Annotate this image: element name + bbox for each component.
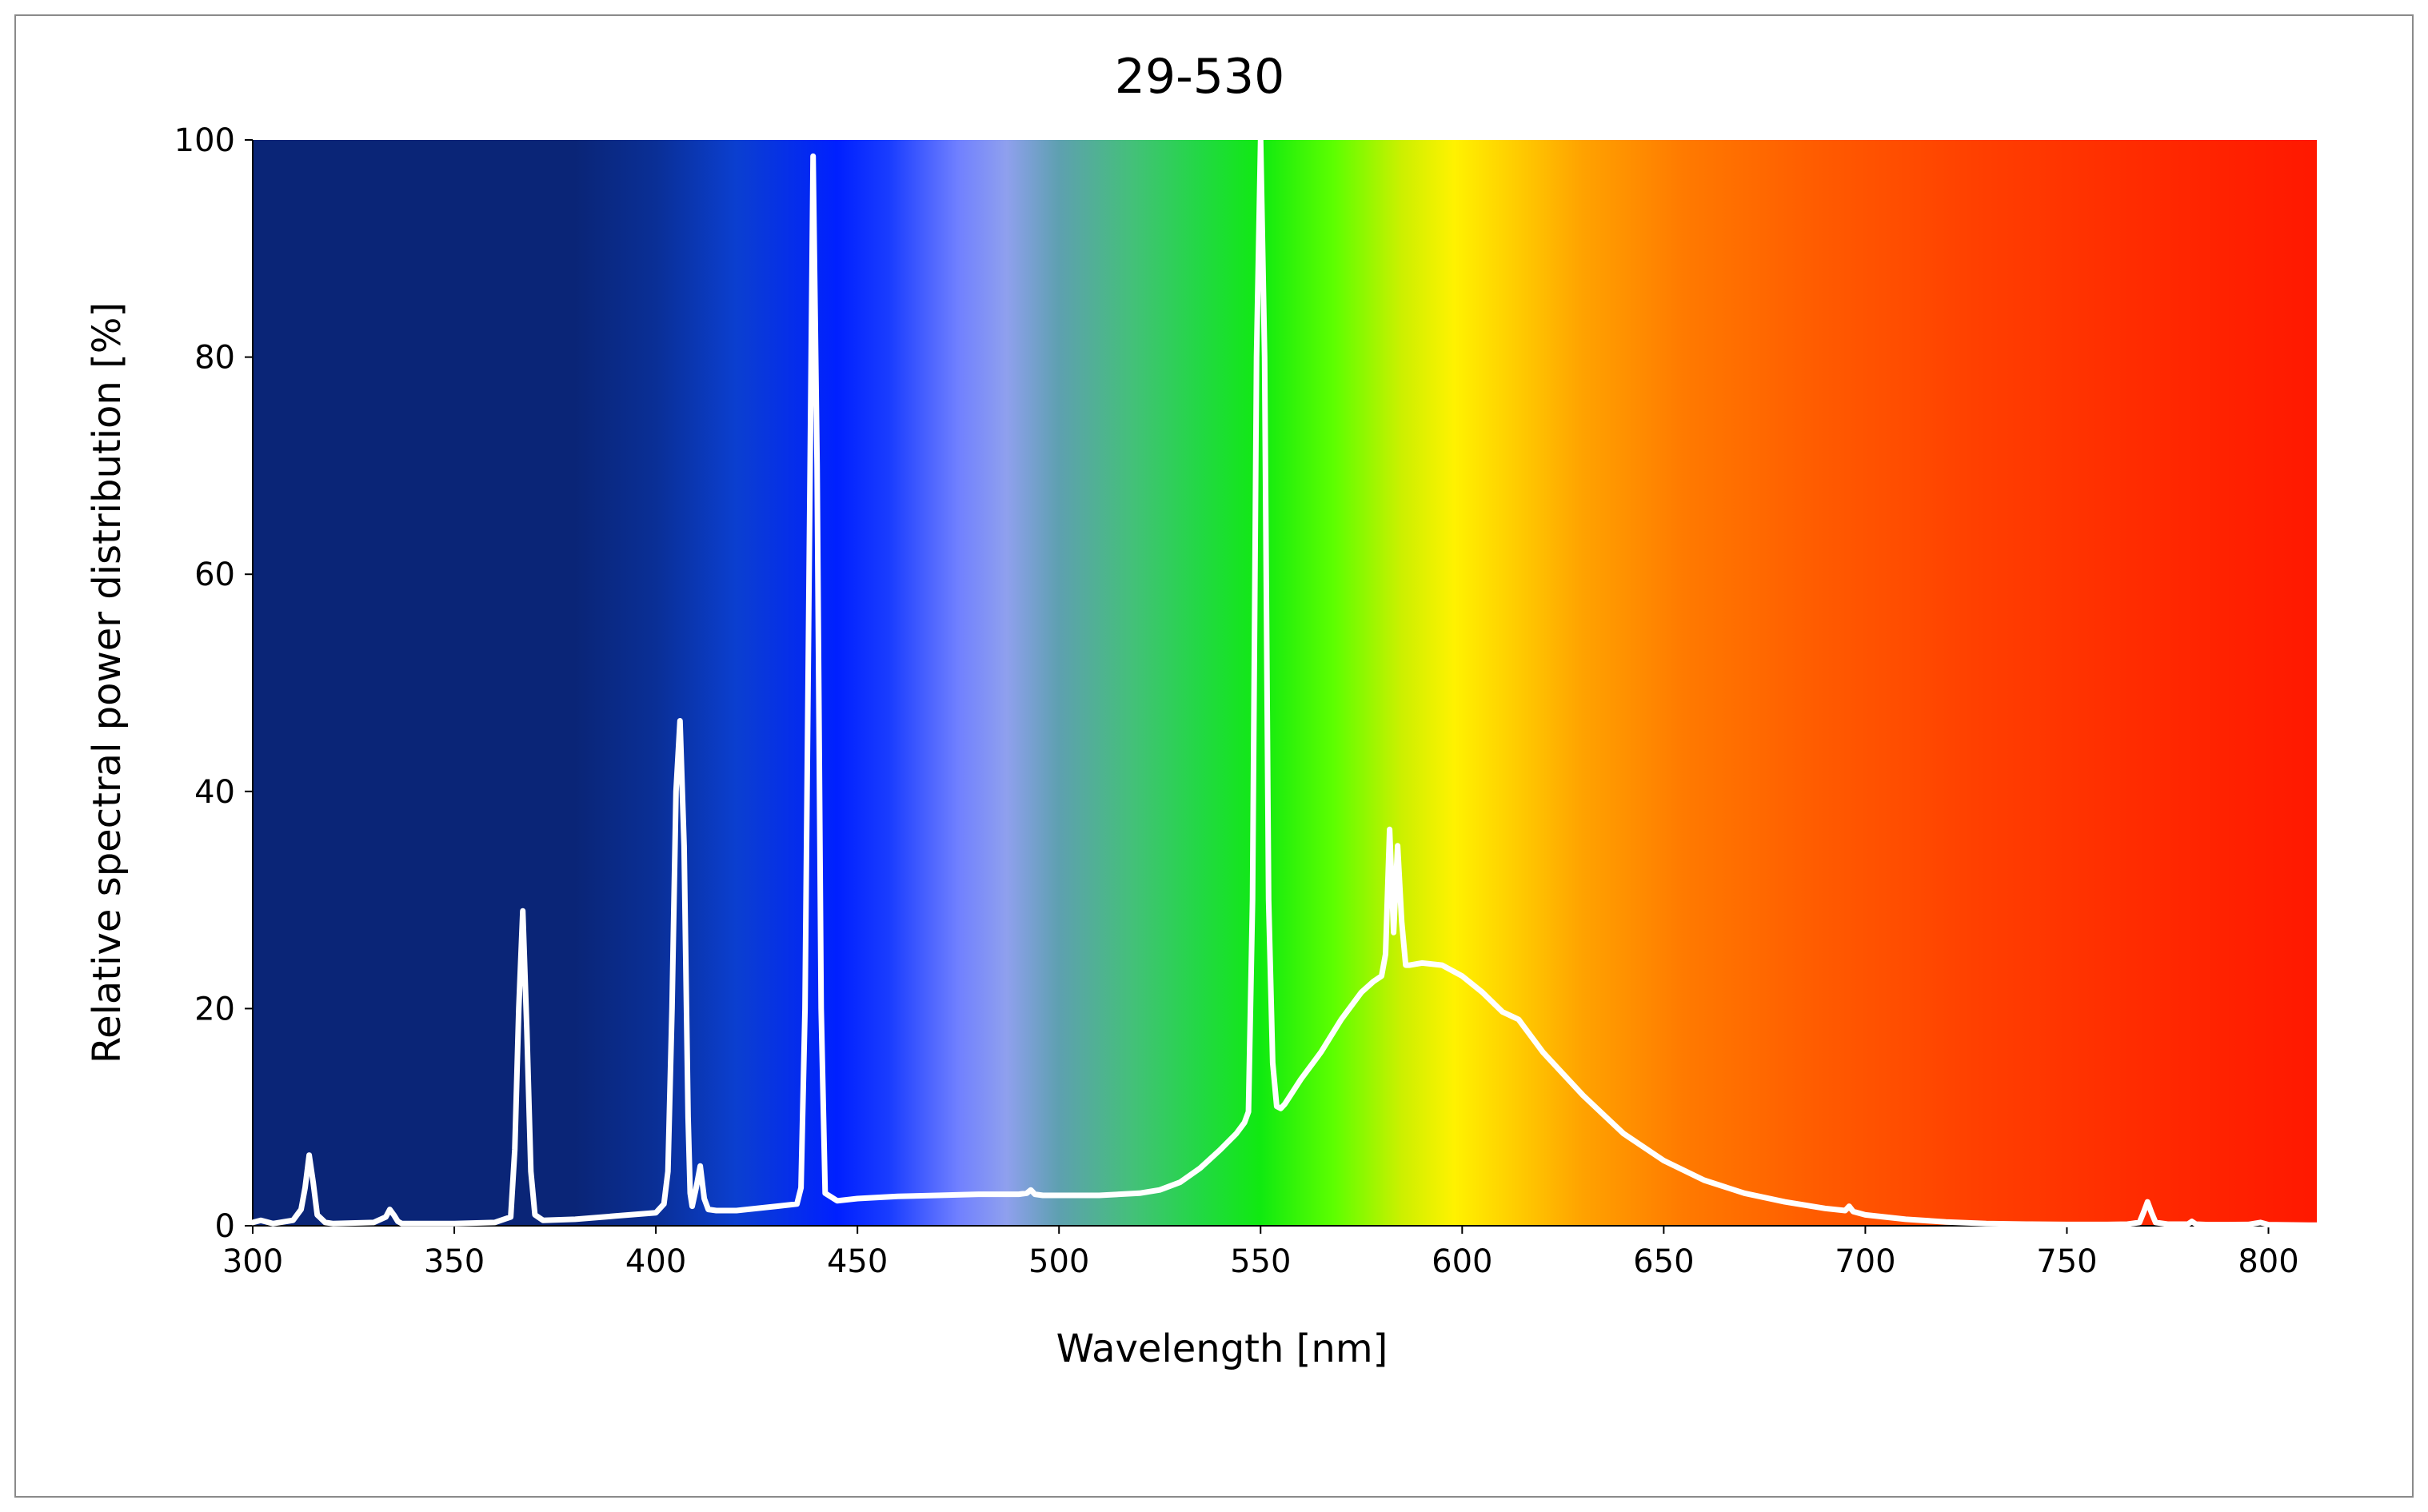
x-axis-label: Wavelength [nm] bbox=[1056, 1326, 1388, 1371]
spectrum-series-line bbox=[250, 137, 2320, 1228]
y-tick-label: 60 bbox=[194, 557, 235, 593]
x-tick-label: 400 bbox=[625, 1243, 686, 1280]
y-tick-label: 100 bbox=[174, 122, 235, 159]
y-tick-label: 20 bbox=[194, 991, 235, 1027]
x-tick-label: 800 bbox=[2238, 1243, 2298, 1280]
x-tick-label: 550 bbox=[1230, 1243, 1291, 1280]
y-tick-label: 80 bbox=[194, 340, 235, 377]
y-tick-label: 40 bbox=[194, 774, 235, 811]
spectral-power-chart: 29-530 300 350 400 450 500 550 600 650 700 750 800… bbox=[85, 49, 2320, 1371]
x-tick-label: 750 bbox=[2036, 1243, 2097, 1280]
x-tick-label: 650 bbox=[1633, 1243, 1694, 1280]
axis-ticks: 300 350 400 450 500 550 600 650 700 750 800 0 20 40 60… bbox=[174, 122, 2299, 1280]
spectrum-background bbox=[253, 140, 2317, 1226]
x-tick-label: 350 bbox=[424, 1243, 485, 1280]
x-tick-label: 500 bbox=[1028, 1243, 1089, 1280]
x-tick-label: 450 bbox=[827, 1243, 888, 1280]
y-axis-label: Relative spectral power distribution [%] bbox=[85, 302, 130, 1063]
x-tick-label: 600 bbox=[1432, 1243, 1492, 1280]
chart-frame: 29-530 300 350 400 450 500 550 600 650 700 750 800… bbox=[14, 14, 2414, 1498]
x-tick-label: 700 bbox=[1835, 1243, 1895, 1280]
chart-title: 29-530 bbox=[1115, 49, 1285, 105]
y-tick-label: 0 bbox=[215, 1208, 235, 1245]
x-tick-label: 300 bbox=[222, 1243, 283, 1280]
